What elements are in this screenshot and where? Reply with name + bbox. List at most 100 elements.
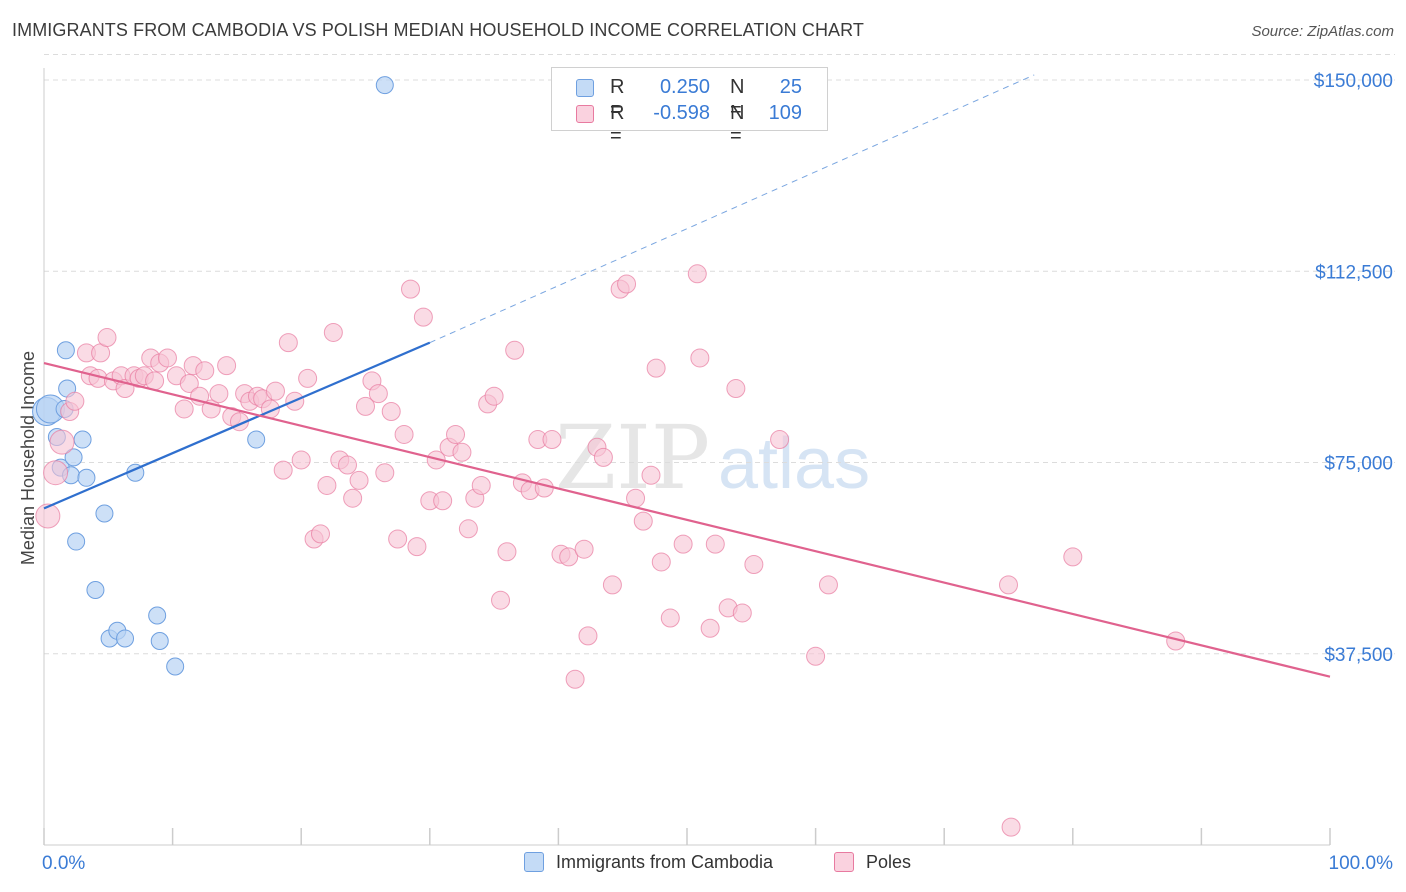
data-point-cambodia: [116, 629, 135, 648]
data-point-poles: [542, 430, 562, 450]
data-point-poles: [394, 424, 414, 444]
data-point-poles: [179, 373, 199, 393]
data-point-poles: [1063, 547, 1083, 567]
data-point-poles: [209, 384, 229, 404]
data-point-poles: [323, 322, 343, 342]
data-point-poles: [471, 475, 491, 495]
data-point-poles: [458, 519, 478, 539]
legend-n-value-poles: 109: [768, 102, 802, 124]
data-point-poles: [602, 575, 622, 595]
data-point-poles: [770, 430, 790, 450]
data-point-poles: [452, 442, 472, 462]
data-point-cambodia: [148, 606, 167, 625]
data-point-poles: [497, 542, 517, 562]
data-point-poles: [534, 478, 554, 498]
data-point-cambodia: [77, 468, 96, 487]
data-point-cambodia: [150, 632, 169, 650]
data-point-poles: [574, 539, 594, 559]
data-point-poles: [626, 488, 646, 508]
bottom-legend-label-cambodia: Immigrants from Cambodia: [556, 852, 774, 872]
data-point-cambodia: [73, 430, 92, 449]
data-point-poles: [265, 381, 285, 401]
legend-r-value-poles: -0.598: [653, 102, 710, 124]
data-point-poles: [337, 455, 357, 475]
x-tick-label: 0.0%: [42, 853, 85, 874]
legend-r-label: R =: [610, 102, 625, 147]
data-point-cambodia: [247, 430, 266, 449]
data-point-poles: [356, 396, 375, 416]
data-point-poles: [484, 386, 504, 406]
x-tick-label: 100.0%: [1329, 853, 1394, 874]
data-point-poles: [349, 470, 369, 490]
watermark-atlas: atlas: [718, 424, 870, 504]
data-point-poles: [700, 618, 720, 638]
data-point-poles: [633, 511, 653, 531]
data-point-poles: [317, 475, 337, 495]
data-point-poles: [578, 626, 598, 646]
correlation-legend: R = 0.250 N = 25 R = -0.598 N = 109: [551, 67, 828, 147]
data-point-poles: [593, 447, 613, 467]
legend-n-value-cambodia: 25: [779, 76, 802, 98]
data-point-poles: [806, 646, 826, 666]
trendline-cambodia: [43, 341, 431, 510]
data-point-cambodia: [56, 341, 75, 360]
data-point-poles: [401, 279, 421, 299]
data-point-poles: [559, 547, 579, 567]
data-point-poles: [381, 402, 401, 421]
legend-swatch-cambodia: [576, 79, 594, 97]
legend-r-value-cambodia: 0.250: [659, 76, 710, 98]
data-point-poles: [433, 491, 453, 511]
data-point-poles: [65, 391, 85, 411]
data-point-poles: [646, 358, 666, 378]
data-point-poles: [641, 465, 661, 485]
legend-n-label: N =: [730, 76, 745, 121]
data-point-poles: [726, 379, 746, 399]
data-point-poles: [195, 361, 215, 381]
data-point-poles: [174, 399, 194, 419]
data-point-poles: [157, 348, 177, 368]
trendline-poles: [43, 361, 1331, 678]
data-point-cambodia: [375, 76, 394, 95]
data-point-poles: [690, 348, 710, 368]
data-point-poles: [818, 575, 838, 595]
data-point-poles: [446, 424, 466, 444]
data-point-poles: [273, 460, 293, 480]
data-point-poles: [617, 274, 637, 294]
data-point-poles: [145, 371, 165, 391]
bottom-legend-swatch-poles: [834, 852, 854, 872]
data-point-poles: [49, 429, 75, 455]
chart-title: IMMIGRANTS FROM CAMBODIA VS POLISH MEDIA…: [12, 20, 865, 40]
data-point-poles: [660, 608, 680, 628]
data-point-poles: [388, 529, 408, 549]
y-tick-label: $75,000: [1324, 454, 1393, 475]
y-tick-label: $112,500: [1315, 262, 1393, 283]
legend-r-label: R =: [610, 76, 625, 121]
data-point-poles: [35, 503, 61, 529]
bottom-legend-label-poles: Poles: [866, 852, 912, 872]
trendline-cambodia-extension: [429, 74, 1035, 344]
data-point-cambodia: [166, 657, 185, 676]
bottom-legend-swatch-cambodia: [524, 852, 544, 872]
data-point-poles: [343, 488, 363, 508]
data-point-poles: [999, 575, 1018, 595]
data-point-poles: [43, 460, 69, 486]
data-point-poles: [368, 384, 388, 404]
data-point-poles: [1001, 817, 1021, 837]
data-point-poles: [673, 534, 693, 554]
data-point-poles: [291, 450, 311, 470]
data-point-poles: [651, 552, 671, 572]
data-point-poles: [407, 537, 427, 557]
data-point-poles: [505, 340, 525, 360]
data-point-poles: [278, 333, 298, 353]
data-point-poles: [491, 590, 511, 610]
y-axis-title: Median Household Income: [18, 351, 38, 565]
data-point-poles: [97, 328, 117, 348]
data-point-poles: [744, 555, 764, 574]
data-point-poles: [732, 603, 752, 623]
data-point-poles: [310, 524, 330, 544]
data-point-cambodia: [86, 581, 105, 599]
source-label: Source: ZipAtlas.com: [1251, 23, 1394, 40]
data-point-poles: [375, 463, 395, 483]
data-point-poles: [687, 264, 707, 284]
